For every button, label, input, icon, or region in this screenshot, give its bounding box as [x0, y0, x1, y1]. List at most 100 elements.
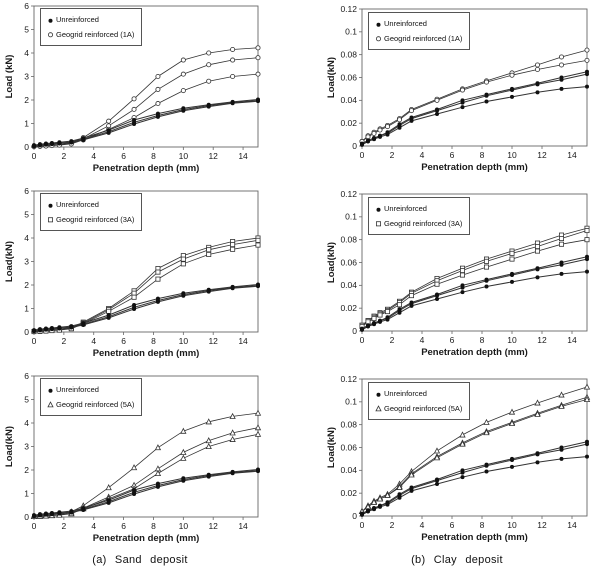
x-tick-label: 2: [61, 336, 66, 346]
y-tick-label: 2: [24, 280, 29, 290]
y-tick-label: 0.02: [340, 118, 357, 128]
y-tick-label: 0: [352, 141, 357, 151]
y-axis-title: Load(kN): [326, 242, 337, 283]
series-unreinforced-test3: [361, 271, 588, 331]
series-geogrid-3A-test2: [33, 239, 259, 332]
open-circle-icon: [48, 32, 53, 38]
x-tick-label: 12: [537, 520, 547, 530]
x-axis-title: Penetration depth (mm): [421, 532, 528, 543]
markers-geogrid-1A-test2: [359, 57, 590, 144]
x-tick-label: 4: [420, 520, 425, 530]
plot-area: 0 2 4 6 8 10 12 14 0 0.02 0.04 0.06 0.08 0.1 0.12 Penet…: [326, 374, 591, 543]
x-axis-title: Penetration depth (mm): [93, 533, 200, 544]
series-unreinforced-test1: [361, 256, 588, 330]
x-tick-label: 10: [179, 521, 189, 531]
y-axis-title: Load(kN): [4, 241, 15, 282]
chart-clay-1a: 0 2 4 6 8 10 12 14 0 0.02 0.04 0.06 0.08 0.1 0.12 Penet…: [300, 0, 600, 185]
markers-unreinforced-test2: [360, 257, 589, 331]
y-tick-label: 1: [24, 118, 29, 128]
chart-sand-1a: 0 2 4 6 8 10 12 14 0 1 2 3 4 5 6 Penetration depth (mm)…: [0, 0, 300, 185]
legend-label: Unreinforced: [56, 200, 99, 209]
x-tick-label: 0: [360, 520, 365, 530]
x-tick-label: 0: [360, 150, 365, 160]
y-tick-label: 0.02: [340, 303, 357, 313]
y-tick-label: 1: [24, 303, 29, 313]
x-tick-label: 12: [208, 336, 218, 346]
y-axis-title: Load (kN): [4, 55, 15, 99]
series-unreinforced-test3: [361, 86, 588, 146]
x-tick-label: 0: [32, 336, 37, 346]
x-tick-label: 6: [121, 521, 126, 531]
markers-unreinforced-test3: [360, 454, 589, 517]
x-tick-label: 12: [537, 150, 547, 160]
series-unreinforced-test1: [361, 71, 588, 145]
series-geogrid-1A-test1: [33, 47, 259, 147]
y-tick-label: 0: [24, 142, 29, 152]
y-tick-label: 0.04: [340, 280, 357, 290]
y-tick-label: 0.1: [345, 212, 357, 222]
legend: Unreinforced Geogrid reinforced (3A): [40, 193, 143, 231]
filled-circle-icon: [376, 207, 381, 212]
markers-unreinforced-test2: [32, 283, 260, 333]
x-tick-label: 6: [450, 520, 455, 530]
markers-geogrid-5A-test1: [30, 409, 262, 520]
legend-entry: Geogrid reinforced (1A): [374, 32, 462, 47]
x-tick-label: 14: [238, 151, 248, 161]
series-unreinforced-test2: [33, 285, 259, 332]
x-tick-label: 6: [450, 150, 455, 160]
y-tick-label: 5: [24, 24, 29, 34]
y-tick-label: 0.06: [340, 257, 357, 267]
y-tick-label: 5: [24, 209, 29, 219]
y-tick-label: 0.06: [340, 72, 357, 82]
x-axis-title: Penetration depth (mm): [421, 162, 528, 173]
legend-label: Unreinforced: [384, 204, 427, 213]
x-tick-label: 8: [151, 151, 156, 161]
x-tick-label: 8: [480, 520, 485, 530]
legend-label: Geogrid reinforced (1A): [56, 29, 135, 39]
markers-geogrid-1A-test3: [31, 71, 261, 150]
legend: Unreinforced Geogrid reinforced (1A): [40, 8, 143, 46]
x-tick-label: 4: [91, 336, 96, 346]
legend: Unreinforced Geogrid reinforced (1A): [368, 12, 471, 50]
legend-entry: Unreinforced: [46, 13, 134, 28]
x-tick-label: 2: [61, 521, 66, 531]
x-tick-label: 10: [179, 151, 189, 161]
markers-unreinforced-test2: [32, 468, 260, 518]
markers-geogrid-3A-test3: [359, 237, 590, 329]
x-tick-label: 2: [390, 150, 395, 160]
y-tick-label: 0.06: [340, 442, 357, 452]
y-axis-title: Load(kN): [326, 427, 337, 468]
series-geogrid-1A-test2: [361, 60, 588, 142]
legend: Unreinforced Geogrid reinforced (5A): [40, 378, 143, 416]
markers-unreinforced-test3: [360, 84, 589, 147]
x-tick-label: 14: [567, 335, 577, 345]
x-tick-label: 4: [91, 521, 96, 531]
chart-sand-5a: 0 2 4 6 8 10 12 14 0 1 2 3 4 5 6 Penetration depth (mm)…: [0, 370, 300, 555]
series-geogrid-1A-test3: [33, 73, 259, 147]
y-tick-label: 0.08: [340, 49, 357, 59]
x-tick-label: 2: [390, 520, 395, 530]
series-unreinforced-test3: [33, 285, 259, 332]
x-tick-label: 4: [420, 335, 425, 345]
chart-sand-3a: 0 2 4 6 8 10 12 14 0 1 2 3 4 5 6 Penetration depth (mm)…: [0, 185, 300, 370]
y-tick-label: 3: [24, 71, 29, 81]
legend-entry: Geogrid reinforced (3A): [46, 213, 134, 228]
y-tick-label: 0: [24, 327, 29, 337]
series-geogrid-5A-test2: [33, 427, 259, 517]
y-tick-label: 0.04: [340, 95, 357, 105]
y-tick-label: 0.12: [340, 4, 357, 14]
markers-geogrid-3A-test2: [31, 237, 261, 335]
series-unreinforced-test1: [33, 99, 259, 146]
x-tick-label: 12: [208, 521, 218, 531]
x-tick-label: 14: [238, 521, 248, 531]
x-tick-label: 10: [179, 336, 189, 346]
markers-geogrid-5A-test2: [30, 424, 262, 520]
y-tick-label: 0.02: [340, 488, 357, 498]
filled-circle-icon: [376, 22, 381, 27]
markers-geogrid-1A-test2: [31, 55, 261, 150]
y-axis-title: Load(kN): [4, 426, 15, 467]
